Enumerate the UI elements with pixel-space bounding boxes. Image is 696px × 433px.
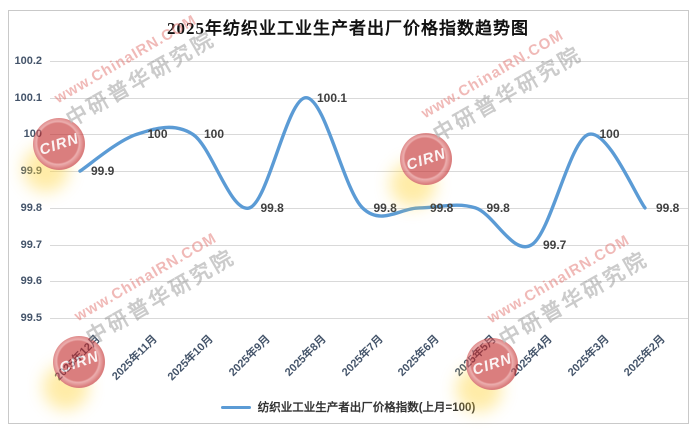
y-axis-tick-label: 100 (23, 128, 42, 141)
gridline (50, 207, 688, 209)
data-label: 99.8 (656, 200, 680, 215)
gridline (50, 97, 688, 99)
legend-label: 纺织业工业生产者出厂价格指数(上月=100) (257, 402, 476, 414)
data-label: 99.8 (373, 200, 397, 215)
data-label: 99.8 (260, 200, 284, 215)
gridline (50, 281, 688, 283)
data-label: 100.1 (317, 90, 348, 105)
gridline (50, 61, 688, 62)
data-label: 99.7 (543, 237, 567, 252)
gridline (50, 244, 688, 246)
data-label: 99.9 (91, 164, 115, 179)
data-label: 100 (147, 127, 168, 142)
legend-line-marker (220, 405, 251, 409)
data-label: 99.8 (430, 200, 454, 215)
y-axis-tick-label: 99.9 (20, 165, 42, 178)
y-axis-tick-label: 99.7 (20, 238, 42, 251)
data-label: 100 (599, 127, 620, 142)
y-axis-tick-label: 99.6 (20, 275, 42, 288)
y-axis-tick-label: 99.8 (20, 201, 42, 214)
legend: 纺织业工业生产者出厂价格指数(上月=100) (0, 398, 696, 416)
y-axis-tick-label: 99.5 (20, 312, 42, 324)
y-axis-tick-label: 100.1 (14, 91, 42, 104)
data-label: 100 (204, 127, 225, 142)
data-label: 99.8 (486, 200, 510, 215)
chart-title: 2025年纺织业工业生产者出厂价格指数趋势图 (167, 19, 529, 38)
y-axis-tick-label: 100.2 (14, 55, 42, 67)
gridline (50, 318, 688, 319)
gridline (50, 171, 688, 173)
gridline (50, 134, 688, 136)
